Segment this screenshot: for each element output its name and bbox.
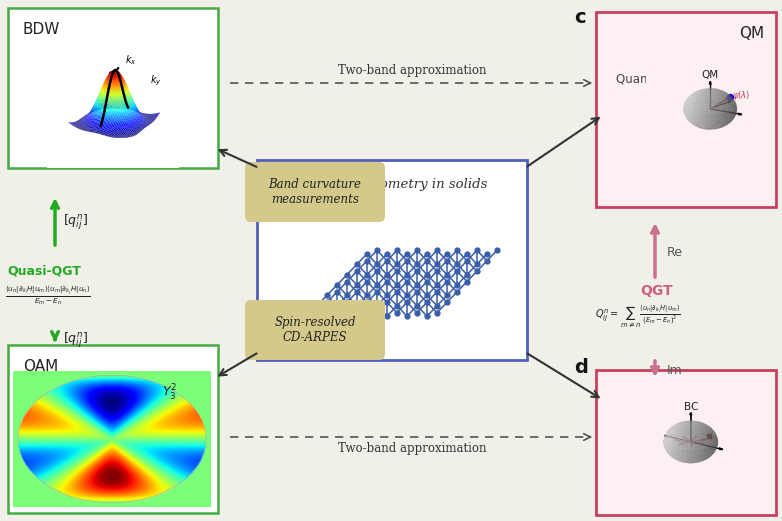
Text: $[q^n_{ij}]$: $[q^n_{ij}]$ (63, 330, 88, 350)
Text: Band curvature
measurements: Band curvature measurements (268, 178, 361, 206)
Text: Quantum distance: Quantum distance (616, 72, 725, 85)
FancyBboxPatch shape (245, 162, 385, 222)
Text: OAM: OAM (23, 359, 58, 374)
Text: Two-band approximation: Two-band approximation (339, 64, 486, 77)
FancyBboxPatch shape (245, 300, 385, 360)
Text: d: d (574, 358, 588, 377)
Text: Two-band approximation: Two-band approximation (339, 442, 486, 455)
Text: BDW: BDW (23, 22, 60, 37)
Bar (596, 12, 776, 207)
Text: Quasi-QGT: Quasi-QGT (7, 265, 81, 278)
Bar (8, 345, 218, 513)
Bar (8, 8, 218, 168)
Text: Im: Im (667, 364, 683, 377)
Text: $[q^n_{ij}]$: $[q^n_{ij}]$ (63, 212, 88, 232)
Text: Quantum geometry in solids: Quantum geometry in solids (297, 178, 487, 191)
Text: QM: QM (739, 26, 764, 41)
Text: $Y^2_3$: $Y^2_3$ (162, 382, 177, 403)
Text: $\frac{\langle u_n|\partial_{k_i}H|u_m\rangle\langle u_m|\partial_{k_j}H|u_n\ran: $\frac{\langle u_n|\partial_{k_i}H|u_m\r… (5, 285, 91, 307)
Text: Spin-resolved
CD-ARPES: Spin-resolved CD-ARPES (274, 316, 356, 344)
Text: $Q^n_{ij} = \sum_{m\neq n}\frac{\langle u_n|\partial_{k_i}H|u_m\rangle}{(E_m - E: $Q^n_{ij} = \sum_{m\neq n}\frac{\langle … (595, 304, 681, 330)
Bar (257, 160, 527, 360)
Text: QGT: QGT (640, 284, 673, 298)
Text: c: c (574, 8, 586, 27)
Text: Re: Re (667, 245, 683, 258)
Bar (596, 370, 776, 515)
